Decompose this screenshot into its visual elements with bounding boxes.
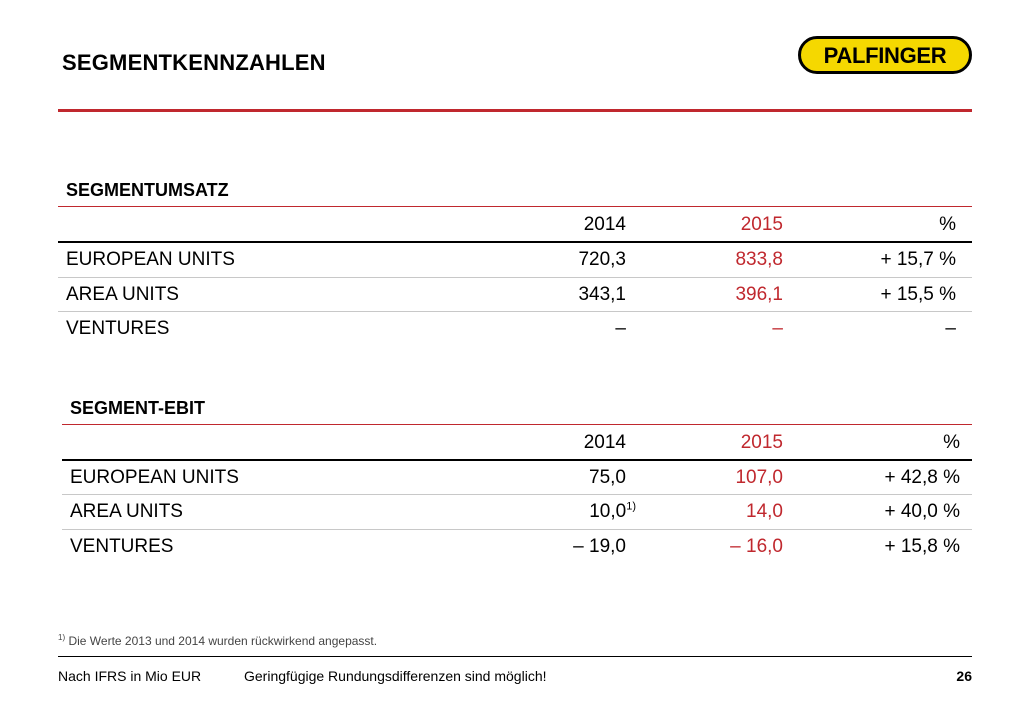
- row-label: EUROPEAN UNITS: [70, 467, 239, 488]
- table1-title: SEGMENTUMSATZ: [66, 180, 229, 200]
- row-label: EUROPEAN UNITS: [66, 249, 235, 270]
- logo-text: PALFINGER: [824, 43, 947, 68]
- table-row: EUROPEAN UNITS 75,0 107,0 + 42,8 %: [70, 461, 960, 495]
- table-row: AREA UNITS 10,01) 14,0 + 40,0 %: [70, 495, 960, 529]
- value-pct: + 15,5 %: [880, 284, 956, 305]
- header-divider: [58, 109, 972, 112]
- table2-title: SEGMENT-EBIT: [70, 398, 206, 418]
- table2-col-pct: %: [943, 432, 960, 453]
- value-pct: + 40,0 %: [884, 501, 960, 522]
- table1-col-pct: %: [939, 214, 956, 235]
- row-label: VENTURES: [70, 536, 174, 557]
- value-2014: –: [615, 318, 626, 339]
- value-2014: – 19,0: [573, 536, 626, 557]
- row-divider: [62, 529, 972, 530]
- footnote: 1) Die Werte 2013 und 2014 wurden rückwi…: [58, 633, 377, 648]
- footer-rounding-note: Geringfügige Rundungsdifferenzen sind mö…: [244, 668, 547, 684]
- table2-title-rule: [62, 424, 972, 425]
- row-label: VENTURES: [66, 318, 170, 339]
- footer-basis: Nach IFRS in Mio EUR: [58, 668, 202, 684]
- row-label: AREA UNITS: [66, 284, 179, 305]
- table-row: VENTURES – – –: [66, 312, 956, 346]
- value-2014: 343,1: [578, 284, 626, 305]
- value-2015: 396,1: [735, 284, 783, 305]
- page-title: SEGMENTKENNZAHLEN: [62, 50, 326, 75]
- value-2015: 833,8: [735, 249, 783, 270]
- table1-col-2014: 2014: [583, 214, 626, 235]
- row-divider: [62, 494, 972, 495]
- row-label: AREA UNITS: [70, 501, 183, 522]
- row-divider: [58, 311, 972, 312]
- footnote-marker: 1): [626, 500, 636, 513]
- table1-title-rule: [58, 206, 972, 207]
- value-pct: + 42,8 %: [884, 467, 960, 488]
- table1-header-row: 2014 2015 %: [66, 208, 956, 242]
- value-pct: –: [945, 318, 956, 339]
- value-2014: 720,3: [578, 249, 626, 270]
- table-row: VENTURES – 19,0 – 16,0 + 15,8 %: [70, 530, 960, 564]
- value-2015: – 16,0: [730, 536, 783, 557]
- value-2014: 75,0: [589, 467, 626, 488]
- value-2015: 14,0: [746, 501, 783, 522]
- value-2014: 10,01): [589, 495, 636, 529]
- footnote-text: Die Werte 2013 und 2014 wurden rückwirke…: [65, 634, 378, 648]
- table1-col-2015: 2015: [740, 214, 783, 235]
- value-pct: + 15,8 %: [884, 536, 960, 557]
- table2-col-2014: 2014: [583, 432, 626, 453]
- table1-header-rule: [58, 241, 972, 243]
- table-row: AREA UNITS 343,1 396,1 + 15,5 %: [66, 278, 956, 312]
- value-pct: + 15,7 %: [880, 249, 956, 270]
- footnote-marker: 1): [58, 633, 66, 642]
- palfinger-logo: PALFINGER: [798, 36, 972, 74]
- value-2015: –: [772, 318, 783, 339]
- value-2014-number: 10,0: [589, 501, 627, 522]
- table2-col-2015: 2015: [740, 432, 783, 453]
- footer-divider: [58, 656, 972, 657]
- value-2015: 107,0: [735, 467, 783, 488]
- table-row: EUROPEAN UNITS 720,3 833,8 + 15,7 %: [66, 243, 956, 277]
- table2-header-row: 2014 2015 %: [70, 426, 960, 460]
- row-divider: [58, 277, 972, 278]
- page-number: 26: [956, 668, 972, 684]
- table2-header-rule: [62, 459, 972, 461]
